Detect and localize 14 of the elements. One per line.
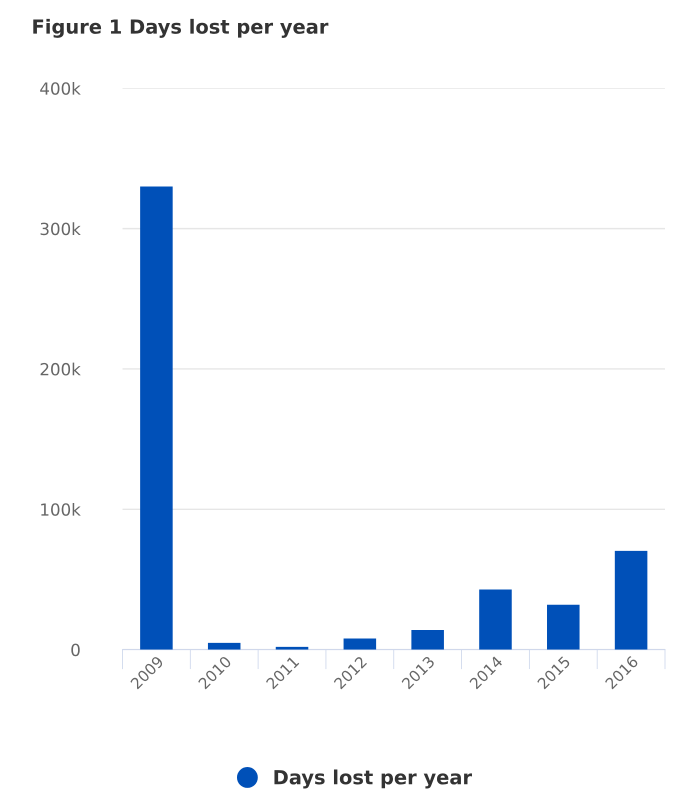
chart-title: Figure 1 Days lost per year <box>33 18 328 38</box>
y-tick-label: 0 <box>71 644 80 656</box>
bar <box>614 550 648 650</box>
bar <box>547 604 580 650</box>
y-tick-label: 400k <box>40 82 81 95</box>
legend-label: Days lost per year <box>274 769 472 788</box>
bar <box>479 590 512 650</box>
y-tick-label: 100k <box>41 502 81 516</box>
y-tick-label: 200k <box>40 362 81 376</box>
bar <box>140 186 173 650</box>
bar <box>411 630 444 650</box>
bar <box>344 638 376 650</box>
y-tick-label: 300k <box>40 222 81 236</box>
bar <box>208 642 240 650</box>
